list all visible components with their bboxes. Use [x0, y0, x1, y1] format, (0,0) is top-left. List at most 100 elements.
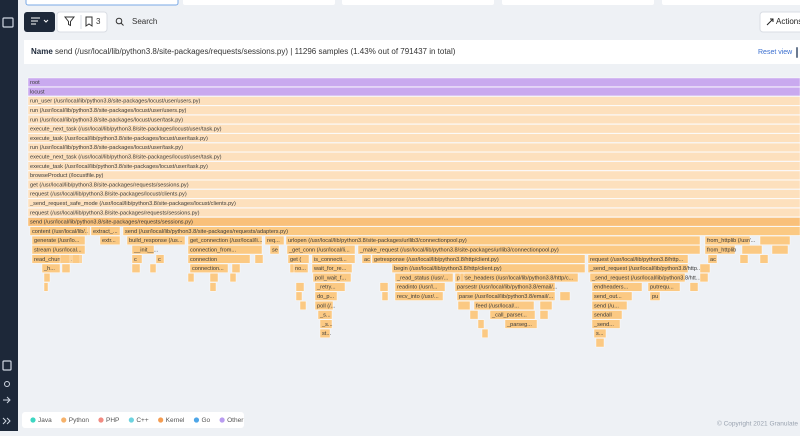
frame	[595, 338, 605, 348]
frame[interactable]	[647, 282, 681, 292]
frame[interactable]	[317, 310, 333, 320]
frame[interactable]	[41, 263, 61, 273]
frame[interactable]	[504, 319, 538, 329]
frame[interactable]	[454, 282, 556, 292]
nav-icon[interactable]	[2, 360, 12, 371]
frame[interactable]	[27, 105, 800, 115]
tab[interactable]	[342, 0, 494, 5]
frame[interactable]	[371, 254, 586, 264]
frame[interactable]	[122, 226, 800, 236]
frame[interactable]	[286, 245, 356, 255]
tab[interactable]	[502, 0, 654, 5]
legend-label: PHP	[106, 417, 119, 424]
frame[interactable]	[187, 235, 263, 245]
frame[interactable]	[27, 170, 800, 180]
frame[interactable]	[319, 319, 333, 329]
frame-label: endheaders...	[594, 285, 629, 291]
frame[interactable]	[314, 301, 334, 311]
frame[interactable]	[473, 301, 535, 311]
frame[interactable]	[27, 189, 800, 199]
frame[interactable]	[27, 124, 800, 134]
frame[interactable]	[131, 254, 143, 264]
actions-icon	[766, 18, 774, 26]
frame[interactable]	[312, 273, 352, 283]
frame-label: readinto (/usr/l...	[397, 285, 438, 291]
frame[interactable]	[27, 198, 800, 208]
frame[interactable]	[319, 328, 331, 338]
frame[interactable]	[31, 254, 83, 264]
nav-icon[interactable]	[2, 417, 11, 425]
frame[interactable]	[155, 254, 165, 264]
frame[interactable]	[27, 77, 800, 87]
frame[interactable]	[31, 245, 86, 255]
tab[interactable]	[25, 0, 179, 6]
frame[interactable]	[394, 273, 454, 283]
frame[interactable]	[285, 235, 701, 245]
view-dropdown[interactable]	[24, 12, 55, 32]
frame[interactable]	[704, 245, 736, 255]
tab[interactable]	[662, 0, 800, 5]
frame[interactable]	[27, 133, 800, 143]
frame[interactable]	[314, 291, 338, 301]
frame[interactable]	[587, 254, 689, 264]
reset-view[interactable]: Reset view	[758, 49, 793, 56]
frame[interactable]	[704, 235, 751, 245]
frame[interactable]	[391, 263, 586, 273]
frame[interactable]	[27, 207, 800, 217]
frame[interactable]	[31, 235, 86, 245]
frame[interactable]	[90, 226, 121, 236]
frame[interactable]	[361, 254, 372, 264]
frame[interactable]	[591, 319, 621, 329]
frame[interactable]	[591, 301, 628, 311]
frame[interactable]	[311, 254, 356, 264]
frame[interactable]	[456, 291, 556, 301]
frame	[771, 245, 789, 255]
frame[interactable]	[707, 254, 718, 264]
frame[interactable]	[394, 282, 446, 292]
frame[interactable]	[269, 245, 280, 255]
frame[interactable]	[187, 254, 251, 264]
frame[interactable]	[587, 263, 689, 273]
frame[interactable]	[591, 282, 643, 292]
frame[interactable]	[27, 87, 800, 97]
filter-button[interactable]	[63, 16, 76, 27]
frame-label: _s...	[321, 322, 333, 328]
frame[interactable]	[454, 273, 579, 283]
frame[interactable]	[27, 217, 800, 227]
nav-icon[interactable]	[4, 381, 10, 387]
frame[interactable]	[27, 96, 800, 106]
frame[interactable]	[27, 180, 800, 190]
nav-icon[interactable]	[3, 396, 11, 404]
frame[interactable]	[394, 291, 444, 301]
frame-label: run (/usr/local/lib/python3.8/site-packa…	[30, 145, 183, 151]
frame[interactable]	[314, 282, 346, 292]
tab[interactable]	[183, 0, 335, 5]
frame[interactable]	[27, 142, 800, 152]
frame	[379, 282, 389, 292]
frame[interactable]	[589, 273, 686, 283]
actions-button[interactable]	[759, 11, 800, 33]
frame[interactable]	[591, 291, 633, 301]
frame[interactable]	[187, 245, 263, 255]
frame[interactable]	[649, 291, 661, 301]
bookmark-button[interactable]	[85, 16, 93, 27]
frame[interactable]	[189, 263, 229, 273]
frame[interactable]	[27, 152, 800, 162]
frame[interactable]	[264, 235, 285, 245]
search-input[interactable]: Search	[132, 17, 157, 26]
frame[interactable]	[591, 310, 623, 320]
frame[interactable]	[489, 310, 536, 320]
frame[interactable]	[27, 161, 800, 171]
frame[interactable]	[311, 263, 353, 273]
frame-label: putrequ...	[650, 285, 674, 291]
frame[interactable]	[287, 254, 310, 264]
frame-label: feed (/usr/local/...	[476, 303, 519, 309]
frame	[469, 310, 479, 320]
nav-icon[interactable]	[2, 17, 14, 28]
frame[interactable]	[593, 328, 607, 338]
frame[interactable]	[357, 245, 701, 255]
frame[interactable]	[27, 114, 800, 124]
frame[interactable]	[126, 235, 186, 245]
frame[interactable]	[131, 245, 155, 255]
frame[interactable]	[99, 235, 121, 245]
